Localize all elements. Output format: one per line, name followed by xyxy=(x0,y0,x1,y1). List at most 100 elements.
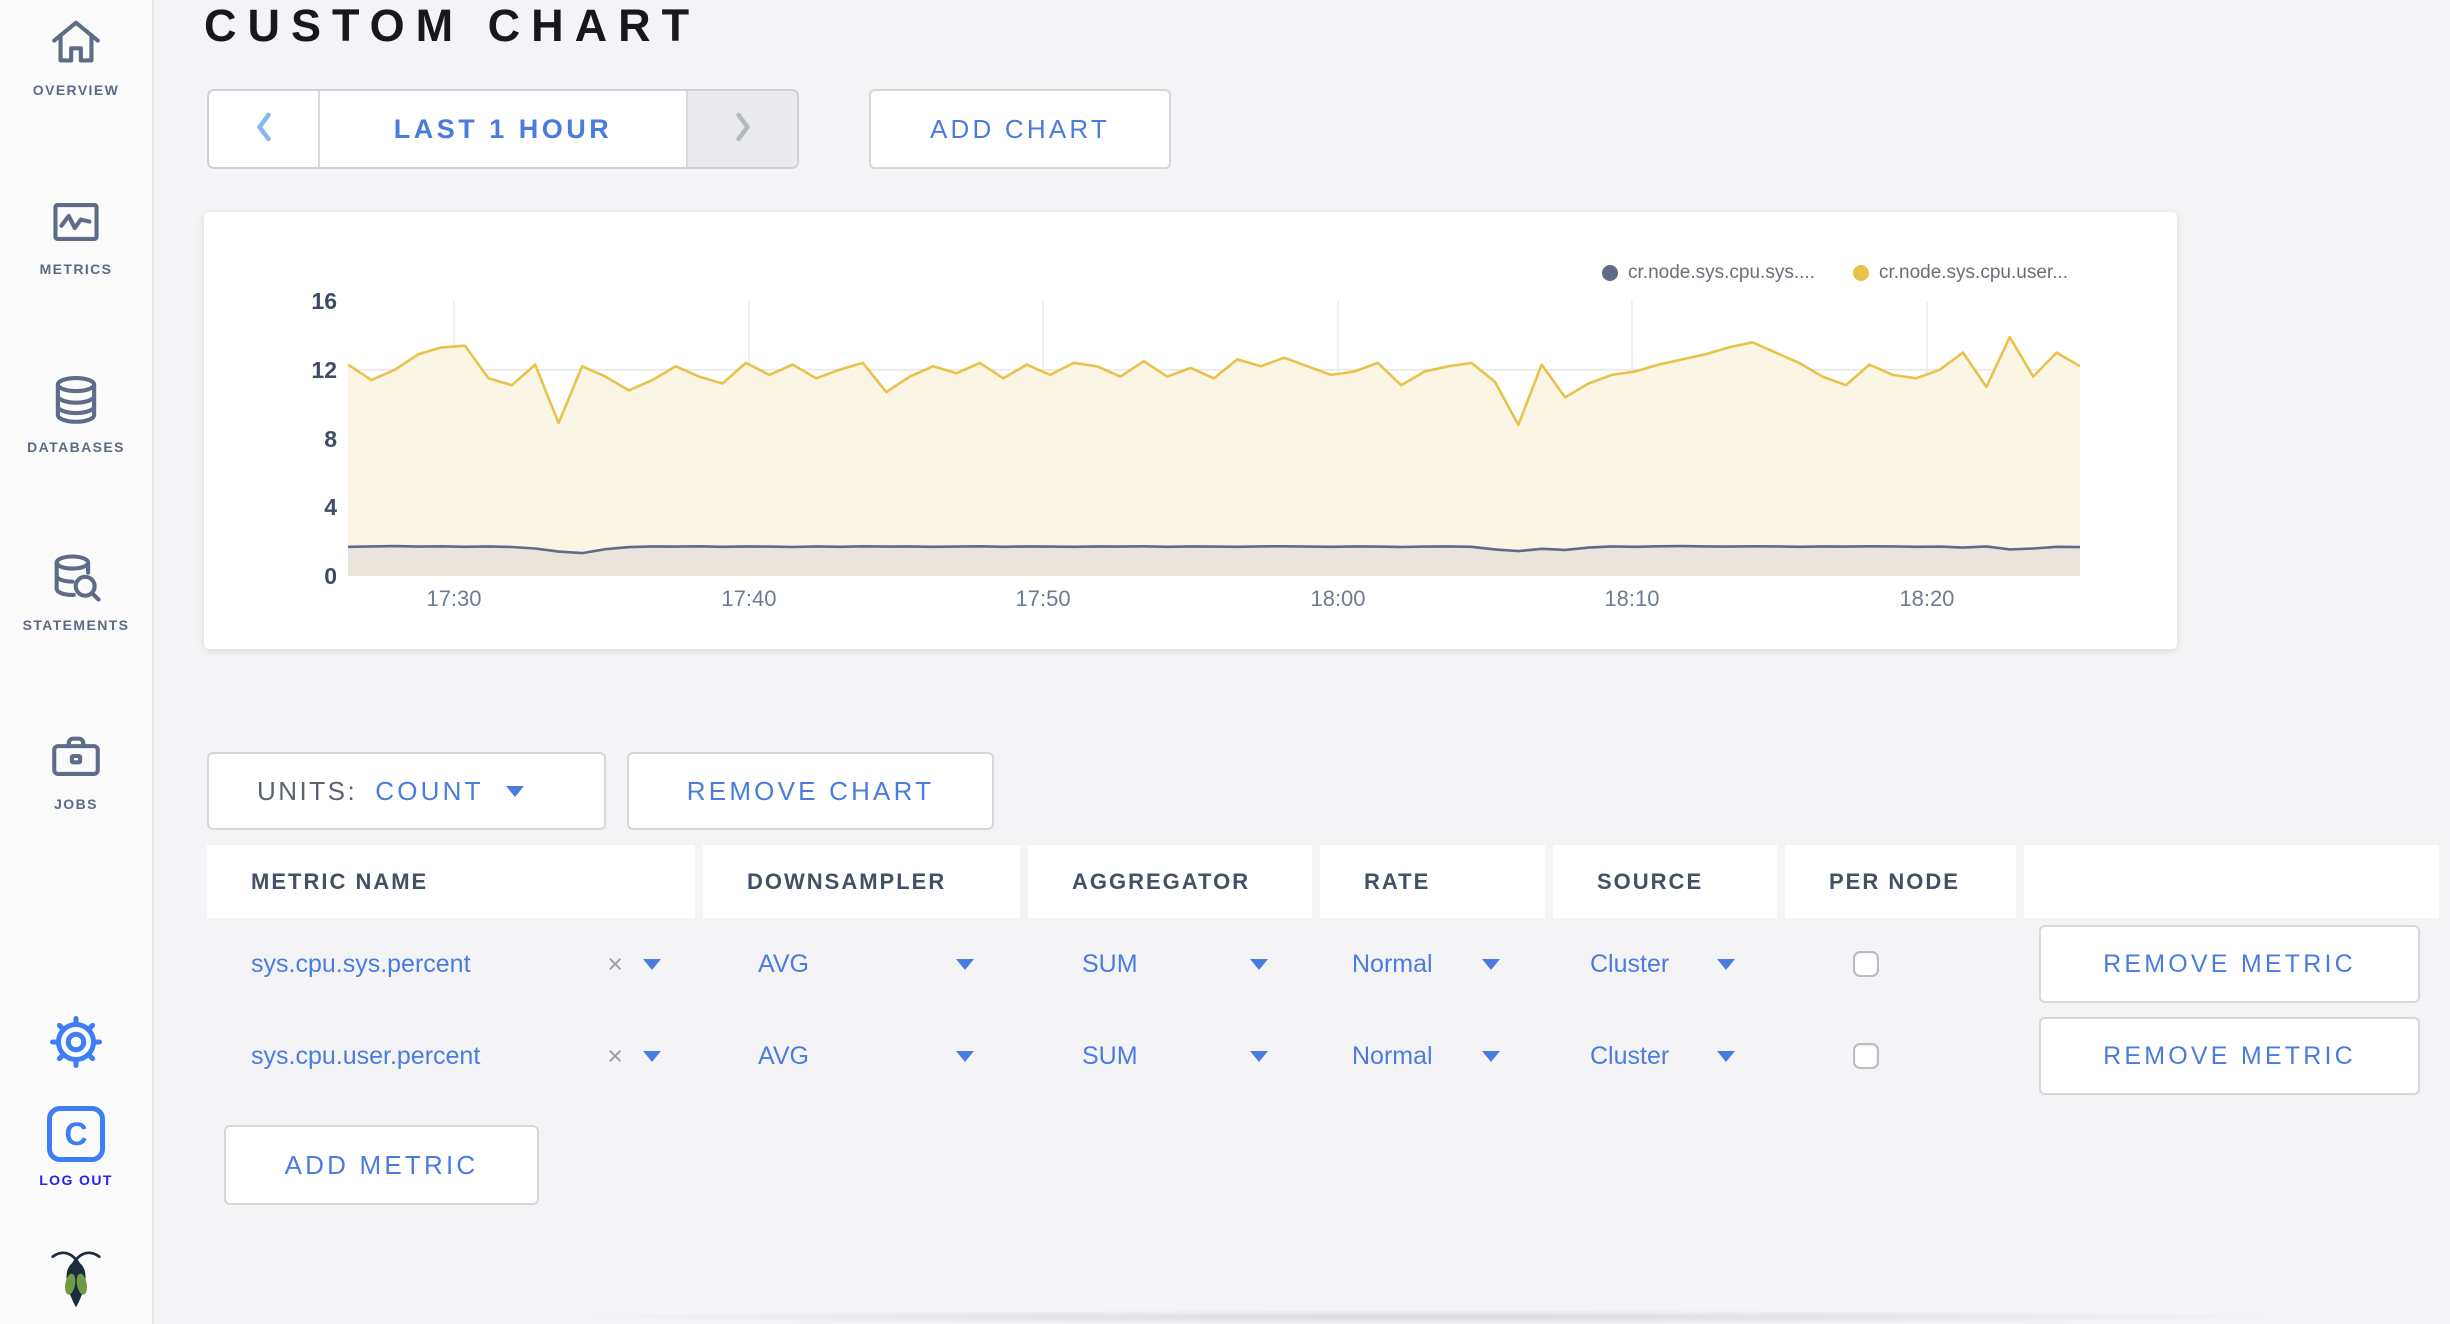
column-header-downsampler: DOWNSAMPLER xyxy=(703,845,1020,918)
column-header-rate: RATE xyxy=(1320,845,1545,918)
legend-item-sys[interactable]: cr.node.sys.cpu.sys.... xyxy=(1602,262,1815,284)
chevron-down-icon xyxy=(1717,1050,1735,1062)
time-range-next-button[interactable] xyxy=(686,91,797,167)
cockroach-bug-icon xyxy=(0,1244,152,1318)
metrics-table: METRIC NAME DOWNSAMPLER AGGREGATOR RATE … xyxy=(207,845,2439,1102)
chevron-down-icon[interactable] xyxy=(643,1050,661,1062)
aggregator-select[interactable]: SUM xyxy=(1028,1010,1312,1102)
chevron-down-icon xyxy=(1482,958,1500,970)
legend-dot-sys xyxy=(1602,265,1619,281)
remove-metric-button[interactable]: REMOVE METRIC xyxy=(2039,1017,2420,1095)
time-range-prev-button[interactable] xyxy=(209,91,320,167)
x-tick-label: 18:10 xyxy=(1604,586,1660,611)
chart-card: cr.node.sys.cpu.sys.... cr.node.sys.cpu.… xyxy=(204,212,2177,649)
units-dropdown[interactable]: UNITS: COUNT xyxy=(207,752,606,830)
time-range-dropdown[interactable]: LAST 1 HOUR xyxy=(393,113,613,144)
chart-x-axis: 17:30 17:40 17:50 18:00 18:10 18:20 xyxy=(348,586,2080,616)
remove-chart-button[interactable]: REMOVE CHART xyxy=(627,752,994,830)
chart-plot-area xyxy=(347,301,2081,576)
source-select[interactable]: Cluster xyxy=(1553,918,1777,1010)
source-select[interactable]: Cluster xyxy=(1553,1010,1777,1102)
column-header-source: SOURCE xyxy=(1553,845,1777,918)
sidebar-item-label: DATABASES xyxy=(27,439,125,455)
gear-icon xyxy=(0,1012,152,1072)
column-header-aggregator: AGGREGATOR xyxy=(1028,845,1312,918)
chevron-down-icon xyxy=(1482,1050,1500,1062)
sidebar-item-overview[interactable]: OVERVIEW xyxy=(0,14,152,98)
y-tick-label: 12 xyxy=(311,356,337,383)
legend-label: cr.node.sys.cpu.sys.... xyxy=(1628,262,1815,283)
chevron-down-icon xyxy=(956,1050,974,1062)
sidebar-item-label: JOBS xyxy=(54,796,98,812)
sidebar-item-settings[interactable] xyxy=(0,1012,152,1072)
chevron-down-icon[interactable] xyxy=(643,958,661,970)
x-tick-label: 18:20 xyxy=(1899,586,1955,611)
table-row-metric-name: sys.cpu.user.percent × xyxy=(207,1010,695,1102)
metrics-chart-icon xyxy=(0,193,152,251)
sidebar-item-label: METRICS xyxy=(39,261,113,277)
y-tick-label: 0 xyxy=(324,563,337,589)
per-node-cell xyxy=(1785,918,2016,1010)
cockroach-monogram-icon: C xyxy=(47,1106,105,1162)
rate-select[interactable]: Normal xyxy=(1320,1010,1545,1102)
sidebar-item-databases[interactable]: DATABASES xyxy=(0,371,152,455)
chevron-down-icon xyxy=(1250,1050,1268,1062)
sidebar-item-statements[interactable]: STATEMENTS xyxy=(0,549,152,633)
x-tick-label: 17:30 xyxy=(426,586,482,611)
sidebar-item-label: OVERVIEW xyxy=(32,82,120,98)
add-metric-button[interactable]: ADD METRIC xyxy=(224,1125,539,1205)
column-header-metric-name: METRIC NAME xyxy=(207,845,695,918)
metric-name-value[interactable]: sys.cpu.user.percent xyxy=(251,1041,481,1070)
y-tick-label: 8 xyxy=(324,425,337,452)
table-row-metric-name: sys.cpu.sys.percent × xyxy=(207,918,695,1010)
logout-label: LOG OUT xyxy=(39,1172,113,1188)
chevron-down-icon xyxy=(1717,958,1735,970)
time-range-selector: LAST 1 HOUR xyxy=(207,89,799,169)
statements-search-icon xyxy=(0,549,152,607)
y-tick-label: 4 xyxy=(324,494,337,521)
actions-cell: REMOVE METRIC xyxy=(2024,918,2439,1010)
x-tick-label: 17:40 xyxy=(721,586,777,611)
per-node-checkbox[interactable] xyxy=(1852,1043,1879,1069)
column-header-actions xyxy=(2024,845,2439,918)
units-prefix-label: UNITS: xyxy=(257,775,358,806)
database-icon xyxy=(0,371,152,429)
aggregator-select[interactable]: SUM xyxy=(1028,918,1312,1010)
units-value: COUNT xyxy=(375,775,484,806)
clear-metric-icon[interactable]: × xyxy=(607,948,623,979)
legend-dot-user xyxy=(1852,265,1869,281)
briefcase-icon xyxy=(0,728,152,786)
downsampler-select[interactable]: AVG xyxy=(703,918,1020,1010)
sidebar-item-jobs[interactable]: JOBS xyxy=(0,728,152,812)
home-icon xyxy=(0,14,152,72)
add-chart-button[interactable]: ADD CHART xyxy=(869,89,1171,169)
column-header-per-node: PER NODE xyxy=(1785,845,2016,918)
sidebar-item-metrics[interactable]: METRICS xyxy=(0,193,152,277)
rate-select[interactable]: Normal xyxy=(1320,918,1545,1010)
cockroach-logo xyxy=(0,1244,152,1318)
per-node-cell xyxy=(1785,1010,2016,1102)
chevron-down-icon xyxy=(956,958,974,970)
clear-metric-icon[interactable]: × xyxy=(607,1040,623,1071)
chart-y-axis: 0 4 8 12 16 xyxy=(265,288,337,589)
chart-legend: cr.node.sys.cpu.sys.... cr.node.sys.cpu.… xyxy=(1602,262,2068,284)
sidebar-item-logout[interactable]: C LOG OUT xyxy=(0,1106,152,1188)
horizontal-scrollbar[interactable] xyxy=(560,1310,2300,1324)
chevron-down-icon xyxy=(1250,958,1268,970)
x-tick-label: 17:50 xyxy=(1015,586,1071,611)
legend-item-user[interactable]: cr.node.sys.cpu.user... xyxy=(1852,262,2068,284)
per-node-checkbox[interactable] xyxy=(1852,951,1879,977)
actions-cell: REMOVE METRIC xyxy=(2024,1010,2439,1102)
y-tick-label: 16 xyxy=(311,288,337,314)
legend-label: cr.node.sys.cpu.user... xyxy=(1878,262,2068,283)
chevron-left-icon xyxy=(255,112,273,147)
sidebar-item-label: STATEMENTS xyxy=(22,617,130,633)
sidebar: OVERVIEW METRICS DATABASES xyxy=(0,0,154,1324)
downsampler-select[interactable]: AVG xyxy=(703,1010,1020,1102)
remove-metric-button[interactable]: REMOVE METRIC xyxy=(2039,925,2420,1003)
chevron-right-icon xyxy=(734,112,752,147)
metric-name-value[interactable]: sys.cpu.sys.percent xyxy=(251,949,471,978)
x-tick-label: 18:00 xyxy=(1310,586,1366,611)
chevron-down-icon xyxy=(505,785,524,797)
page-title: CUSTOM CHART xyxy=(204,0,701,51)
